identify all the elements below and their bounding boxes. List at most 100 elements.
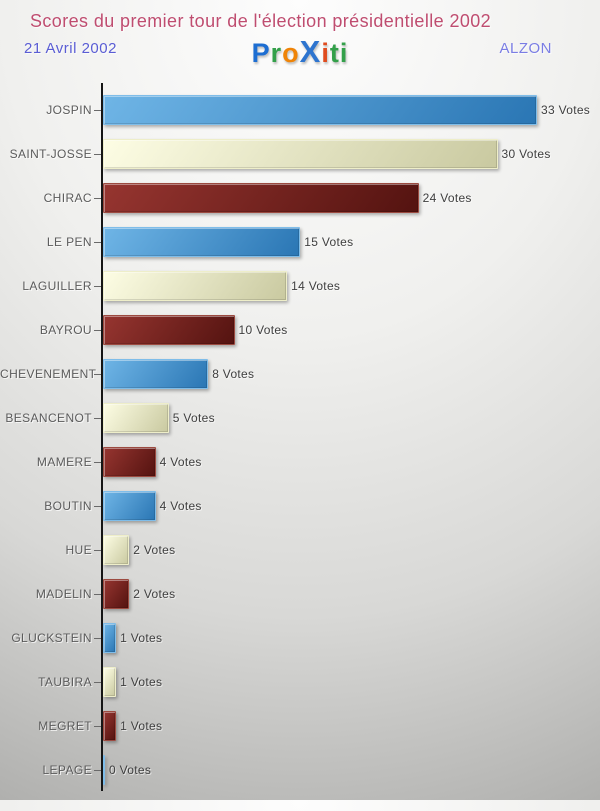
- axis-tick: [94, 549, 101, 551]
- bar-row: JOSPIN 33 Votes: [0, 88, 600, 132]
- bar-track: 1 Votes: [103, 667, 162, 697]
- vote-count-label: 8 Votes: [212, 367, 255, 381]
- axis-tick: [94, 769, 101, 771]
- vote-count-label: 1 Votes: [120, 719, 163, 733]
- vote-bar: [103, 579, 130, 609]
- vote-bar: [103, 491, 156, 521]
- proxiti-logo: ProXiti: [252, 34, 349, 70]
- bar-track: 24 Votes: [103, 183, 472, 213]
- logo-letter: r: [270, 38, 283, 68]
- bar-track: 14 Votes: [103, 271, 340, 301]
- bar-row: CHIRAC 24 Votes: [0, 176, 600, 220]
- bar-chart: JOSPIN 33 Votes SAINT-JOSSE 30 Votes CHI…: [0, 83, 600, 792]
- bar-row: MAMERE 4 Votes: [0, 440, 600, 484]
- vote-count-label: 5 Votes: [172, 411, 215, 425]
- vote-count-label: 2 Votes: [133, 543, 176, 557]
- bar-row: SAINT-JOSSE 30 Votes: [0, 132, 600, 176]
- candidate-label: JOSPIN: [46, 103, 92, 117]
- candidate-label: BOUTIN: [44, 499, 92, 513]
- bar-row: TAUBIRA 1 Votes: [0, 660, 600, 704]
- bar-track: 5 Votes: [103, 403, 215, 433]
- vote-count-label: 30 Votes: [501, 147, 551, 161]
- vote-count-label: 14 Votes: [291, 279, 341, 293]
- bar-track: 1 Votes: [103, 623, 162, 653]
- candidate-label: LAGUILLER: [22, 279, 92, 293]
- candidate-label: SAINT-JOSSE: [9, 147, 92, 161]
- vote-bar: [103, 711, 117, 741]
- candidate-label: MADELIN: [35, 587, 92, 601]
- axis-tick: [94, 593, 101, 595]
- bar-row: LAGUILLER 14 Votes: [0, 264, 600, 308]
- bar-row: BAYROU 10 Votes: [0, 308, 600, 352]
- vote-bar: [103, 755, 105, 785]
- axis-tick: [94, 505, 101, 507]
- axis-tick: [94, 329, 101, 331]
- vote-bar: [103, 95, 537, 125]
- axis-tick: [94, 725, 101, 727]
- candidate-label: MAMERE: [36, 455, 92, 469]
- candidate-label: BAYROU: [39, 323, 92, 337]
- vote-bar: [103, 535, 130, 565]
- vote-bar: [103, 227, 301, 257]
- logo-letter: o: [282, 38, 300, 68]
- axis-tick: [94, 241, 101, 243]
- bar-row: BESANCENOT 5 Votes: [0, 396, 600, 440]
- candidate-label: LE PEN: [46, 235, 92, 249]
- vote-count-label: 33 Votes: [541, 103, 591, 117]
- bar-track: 33 Votes: [103, 95, 590, 125]
- bar-row: MADELIN 2 Votes: [0, 572, 600, 616]
- bar-track: 10 Votes: [103, 315, 288, 345]
- logo-letter: i: [321, 38, 330, 68]
- bar-track: 1 Votes: [103, 711, 162, 741]
- vote-count-label: 4 Votes: [159, 499, 202, 513]
- logo-letter: X: [299, 34, 322, 69]
- bar-row: CHEVENEMENT 8 Votes: [0, 352, 600, 396]
- bar-row: MEGRET 1 Votes: [0, 704, 600, 748]
- axis-tick: [94, 417, 101, 419]
- page-title: Scores du premier tour de l'élection pré…: [30, 11, 492, 31]
- bar-rows-container: JOSPIN 33 Votes SAINT-JOSSE 30 Votes CHI…: [0, 88, 600, 792]
- bar-track: 2 Votes: [103, 535, 175, 565]
- date-label: 21 Avril 2002: [24, 40, 117, 57]
- candidate-label: GLUCKSTEIN: [11, 631, 92, 645]
- bar-track: 2 Votes: [103, 579, 175, 609]
- candidate-label: LEPAGE: [42, 763, 92, 777]
- candidate-label: MEGRET: [38, 719, 92, 733]
- logo-letter: t: [329, 38, 340, 68]
- election-results-page: { "header": { "title": "Scores du premie…: [0, 11, 600, 811]
- vote-count-label: 10 Votes: [238, 323, 288, 337]
- bar-track: 15 Votes: [103, 227, 353, 257]
- logo-letter: i: [339, 38, 349, 68]
- y-axis-line: [101, 83, 103, 791]
- bar-row: LEPAGE 0 Votes: [0, 748, 600, 792]
- vote-bar: [103, 447, 156, 477]
- axis-tick: [94, 153, 101, 155]
- vote-count-label: 1 Votes: [120, 675, 163, 689]
- vote-bar: [103, 183, 419, 213]
- vote-bar: [103, 139, 498, 169]
- vote-bar: [103, 403, 169, 433]
- vote-bar: [103, 315, 235, 345]
- bar-track: 8 Votes: [103, 359, 254, 389]
- axis-tick: [94, 637, 101, 639]
- vote-count-label: 24 Votes: [422, 191, 472, 205]
- vote-count-label: 2 Votes: [133, 587, 176, 601]
- candidate-label: BESANCENOT: [5, 411, 92, 425]
- vote-bar: [103, 359, 209, 389]
- vote-bar: [103, 623, 117, 653]
- bar-row: HUE 2 Votes: [0, 528, 600, 572]
- axis-tick: [94, 681, 101, 683]
- bar-row: GLUCKSTEIN 1 Votes: [0, 616, 600, 660]
- candidate-label: CHIRAC: [43, 191, 92, 205]
- bar-track: 4 Votes: [103, 447, 202, 477]
- candidate-label: CHEVENEMENT: [0, 367, 97, 381]
- axis-tick: [94, 461, 101, 463]
- axis-tick: [94, 109, 101, 111]
- vote-count-label: 1 Votes: [120, 631, 163, 645]
- logo-letter: P: [251, 38, 271, 68]
- bar-track: 4 Votes: [103, 491, 202, 521]
- vote-bar: [103, 667, 117, 697]
- candidate-label: TAUBIRA: [38, 675, 92, 689]
- vote-count-label: 4 Votes: [159, 455, 202, 469]
- candidate-label: HUE: [65, 543, 92, 557]
